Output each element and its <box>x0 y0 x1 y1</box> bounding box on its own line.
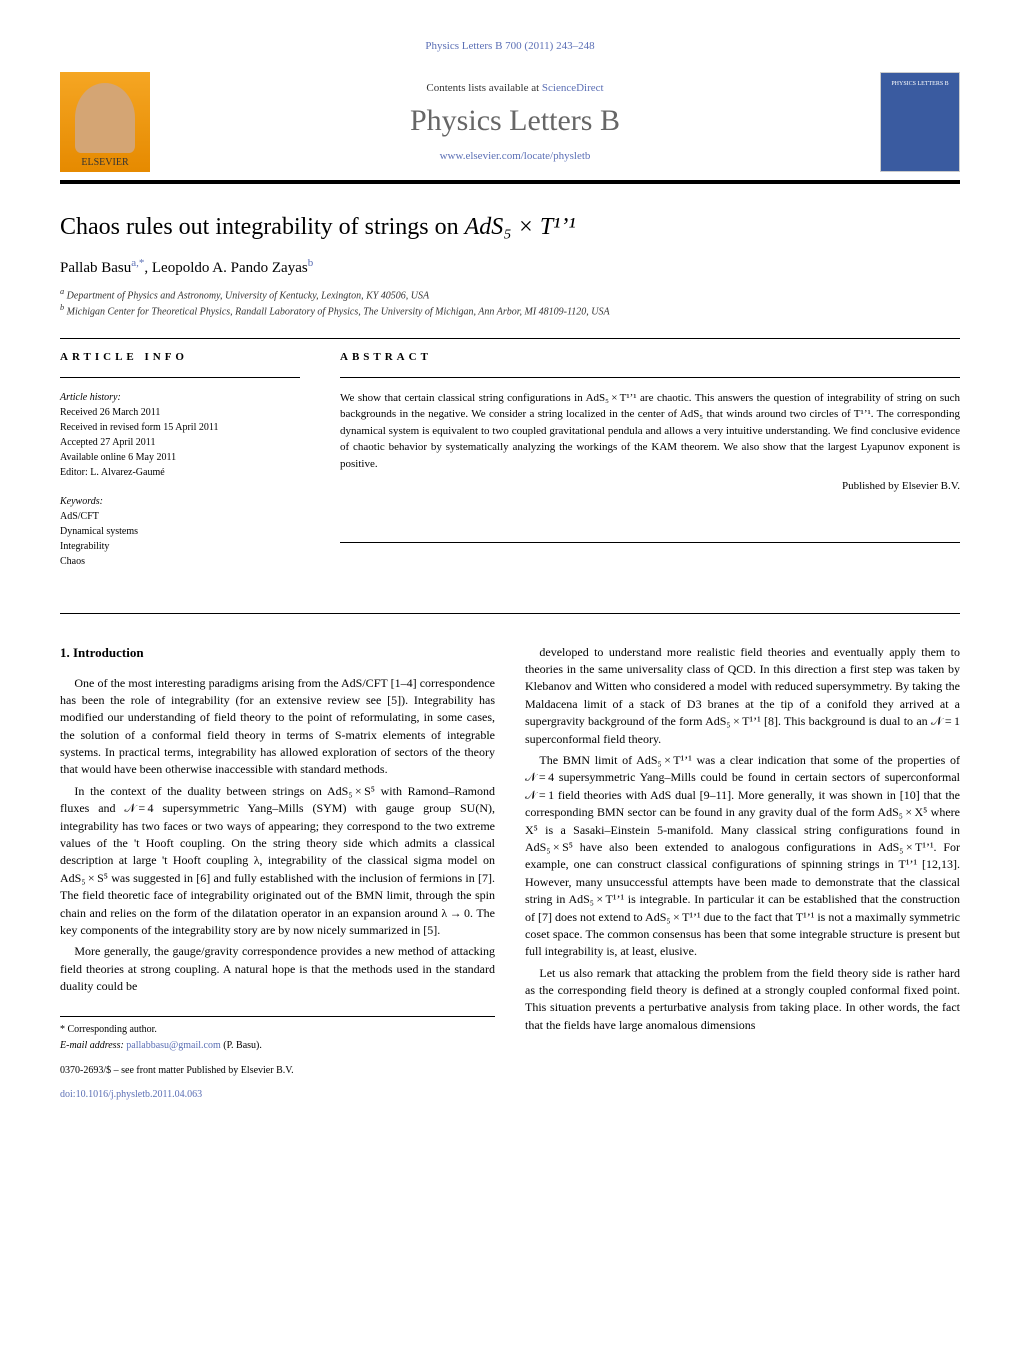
keyword: Dynamical systems <box>60 526 138 537</box>
contents-prefix: Contents lists available at <box>426 82 541 94</box>
body-columns: 1. Introduction One of the most interest… <box>60 644 960 1103</box>
title-text: Chaos rules out integrability of strings… <box>60 214 465 240</box>
issn-line: 0370-2693/$ – see front matter Published… <box>60 1064 495 1079</box>
elsevier-logo: ELSEVIER <box>60 72 150 172</box>
history-online: Available online 6 May 2011 <box>60 452 176 463</box>
elsevier-tree-icon <box>75 83 135 153</box>
body-paragraph: developed to understand more realistic f… <box>525 644 960 748</box>
article-title: Chaos rules out integrability of strings… <box>60 214 960 241</box>
email-note: E-mail address: pallabbasu@gmail.com (P.… <box>60 1039 495 1054</box>
keyword: Chaos <box>60 556 85 567</box>
affiliation-b: b Michigan Center for Theoretical Physic… <box>60 303 960 317</box>
abstract-publisher: Published by Elsevier B.V. <box>340 480 960 492</box>
journal-cover-thumbnail: PHYSICS LETTERS B <box>880 72 960 172</box>
abstract-text: We show that certain classical string co… <box>340 390 960 473</box>
article-history: Article history: Received 26 March 2011 … <box>60 390 300 480</box>
right-column: developed to understand more realistic f… <box>525 644 960 1103</box>
journal-name: Physics Letters B <box>150 104 880 138</box>
article-info-label: ARTICLE INFO <box>60 351 300 363</box>
keyword: AdS/CFT <box>60 511 99 522</box>
history-editor: Editor: L. Alvarez-Gaumé <box>60 467 165 478</box>
email-link[interactable]: pallabbasu@gmail.com <box>126 1040 220 1051</box>
doi-line: doi:10.1016/j.physletb.2011.04.063 <box>60 1088 495 1103</box>
divider <box>60 338 960 339</box>
history-accepted: Accepted 27 April 2011 <box>60 437 155 448</box>
affiliation-a: a Department of Physics and Astronomy, U… <box>60 287 960 301</box>
history-received: Received 26 March 2011 <box>60 407 160 418</box>
body-paragraph: More generally, the gauge/gravity corres… <box>60 943 495 995</box>
history-label: Article history: <box>60 392 121 403</box>
journal-url[interactable]: www.elsevier.com/locate/physletb <box>150 150 880 162</box>
doi-link[interactable]: doi:10.1016/j.physletb.2011.04.063 <box>60 1089 202 1100</box>
history-revised: Received in revised form 15 April 2011 <box>60 422 218 433</box>
keywords-block: Keywords: AdS/CFT Dynamical systems Inte… <box>60 494 300 569</box>
publisher-name: ELSEVIER <box>81 157 128 168</box>
contents-line: Contents lists available at ScienceDirec… <box>150 82 880 94</box>
citation-header: Physics Letters B 700 (2011) 243–248 <box>60 40 960 52</box>
abstract-label: ABSTRACT <box>340 351 960 363</box>
masthead: ELSEVIER Contents lists available at Sci… <box>60 64 960 184</box>
body-paragraph: One of the most interesting paradigms ar… <box>60 675 495 779</box>
cover-label: PHYSICS LETTERS B <box>891 81 948 87</box>
sciencedirect-link[interactable]: ScienceDirect <box>542 82 604 94</box>
body-paragraph: In the context of the duality between st… <box>60 783 495 940</box>
left-column: 1. Introduction One of the most interest… <box>60 644 495 1103</box>
body-paragraph: The BMN limit of AdS₅ × T¹’¹ was a clear… <box>525 752 960 961</box>
authors-line: Pallab Basua,*, Leopoldo A. Pando Zayasb <box>60 257 960 277</box>
affiliations: a Department of Physics and Astronomy, U… <box>60 287 960 318</box>
article-info-column: ARTICLE INFO Article history: Received 2… <box>60 351 300 583</box>
corresponding-note: * Corresponding author. <box>60 1023 495 1038</box>
title-math: AdS₅ × T¹’¹ <box>465 214 576 240</box>
keywords-label: Keywords: <box>60 496 103 507</box>
footnotes: * Corresponding author. E-mail address: … <box>60 1016 495 1054</box>
author-1: Pallab Basua,* <box>60 260 144 276</box>
author-2: Leopoldo A. Pando Zayasb <box>152 260 313 276</box>
section-heading: 1. Introduction <box>60 644 495 663</box>
body-paragraph: Let us also remark that attacking the pr… <box>525 965 960 1035</box>
abstract-column: ABSTRACT We show that certain classical … <box>340 351 960 583</box>
keyword: Integrability <box>60 541 109 552</box>
